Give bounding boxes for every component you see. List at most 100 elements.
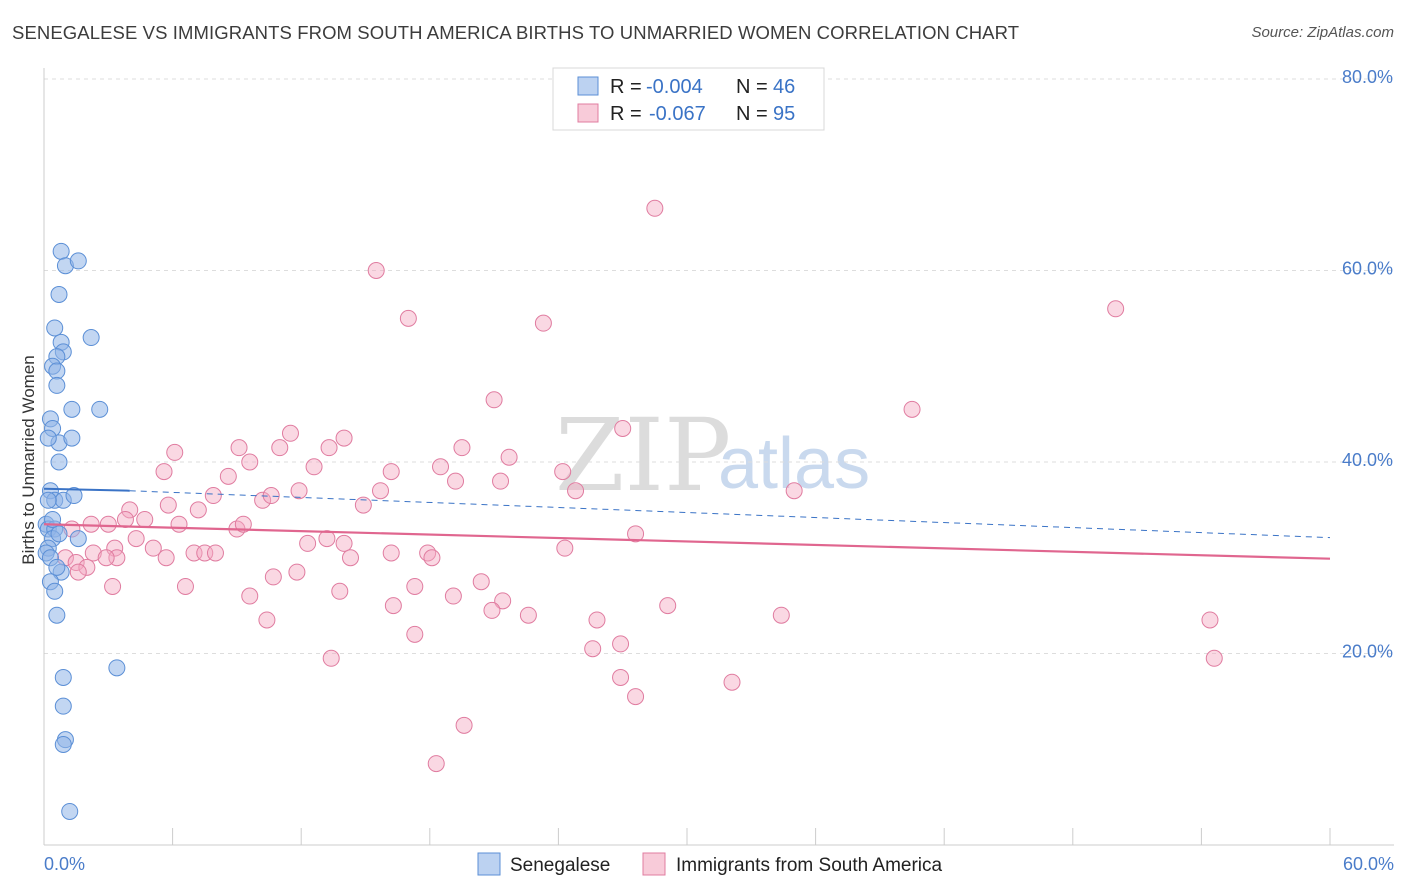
data-point-immigrants bbox=[354, 496, 372, 514]
data-point-immigrants bbox=[455, 716, 473, 734]
data-point-immigrants bbox=[234, 515, 252, 533]
bottom-legend-swatch-immigrants bbox=[642, 852, 666, 876]
trend-line-senegalese bbox=[43, 487, 130, 492]
data-point-immigrants bbox=[176, 577, 194, 595]
data-point-immigrants bbox=[406, 577, 424, 595]
data-point-senegalese bbox=[63, 429, 81, 447]
legend-n-value: 46 bbox=[773, 76, 795, 98]
data-point-immigrants bbox=[136, 510, 154, 528]
data-point-immigrants bbox=[166, 443, 184, 461]
data-point-immigrants bbox=[204, 487, 222, 505]
data-point-immigrants bbox=[472, 573, 490, 591]
data-point-immigrants bbox=[97, 549, 115, 567]
data-point-immigrants bbox=[1205, 649, 1223, 667]
data-point-senegalese bbox=[50, 453, 68, 471]
data-point-senegalese bbox=[39, 429, 57, 447]
legend-r-label: R = bbox=[610, 76, 642, 98]
data-point-senegalese bbox=[91, 400, 109, 418]
data-point-immigrants bbox=[219, 467, 237, 485]
legend-n-value: 95 bbox=[773, 103, 795, 125]
data-point-immigrants bbox=[519, 606, 537, 624]
data-point-senegalese bbox=[48, 558, 66, 576]
chart-title: SENEGALESE VS IMMIGRANTS FROM SOUTH AMER… bbox=[12, 22, 1020, 43]
data-point-immigrants bbox=[627, 688, 645, 706]
watermark-zip: ZIP bbox=[555, 397, 731, 514]
data-point-senegalese bbox=[50, 525, 68, 543]
data-point-immigrants bbox=[157, 549, 175, 567]
bottom-legend: Senegalese Immigrants from South America bbox=[477, 852, 943, 876]
gridlines bbox=[44, 78, 1394, 654]
data-point-senegalese bbox=[54, 668, 72, 686]
data-point-immigrants bbox=[318, 530, 336, 548]
data-point-senegalese bbox=[61, 802, 79, 820]
x-tick-label-min: 0.0% bbox=[44, 854, 85, 874]
y-tick-label: 80.0% bbox=[1342, 67, 1393, 87]
data-point-immigrants bbox=[99, 515, 117, 533]
data-point-immigrants bbox=[335, 429, 353, 447]
data-point-senegalese bbox=[46, 582, 64, 600]
data-point-immigrants bbox=[189, 501, 207, 519]
data-point-immigrants bbox=[399, 309, 417, 327]
data-point-immigrants bbox=[483, 601, 501, 619]
data-point-immigrants bbox=[534, 314, 552, 332]
data-point-immigrants bbox=[1107, 300, 1125, 318]
data-point-immigrants bbox=[772, 606, 790, 624]
data-point-immigrants bbox=[241, 587, 259, 605]
legend-r-value: -0.067 bbox=[649, 103, 706, 125]
data-point-immigrants bbox=[432, 458, 450, 476]
data-point-immigrants bbox=[646, 199, 664, 217]
data-point-immigrants bbox=[372, 482, 390, 500]
data-point-immigrants bbox=[104, 577, 122, 595]
watermark-atlas: atlas bbox=[718, 424, 870, 504]
data-point-immigrants bbox=[612, 635, 630, 653]
data-point-senegalese bbox=[46, 319, 64, 337]
data-point-immigrants bbox=[288, 563, 306, 581]
data-point-senegalese bbox=[63, 400, 81, 418]
data-point-senegalese bbox=[54, 735, 72, 753]
data-point-immigrants bbox=[264, 568, 282, 586]
legend-swatch-immigrants bbox=[577, 103, 599, 123]
data-point-senegalese bbox=[52, 242, 70, 260]
data-point-immigrants bbox=[159, 496, 177, 514]
data-point-immigrants bbox=[305, 458, 323, 476]
data-point-senegalese bbox=[48, 362, 66, 380]
data-point-immigrants bbox=[427, 755, 445, 773]
data-point-senegalese bbox=[65, 487, 83, 505]
legend-swatch-senegalese bbox=[577, 76, 599, 96]
data-point-immigrants bbox=[271, 439, 289, 457]
x-tick-label-max: 60.0% bbox=[1343, 854, 1394, 874]
legend-box: R = -0.004 N = 46 R = -0.067 N = 95 bbox=[552, 67, 825, 131]
series-immigrants-points bbox=[56, 199, 1223, 773]
legend-r-value: -0.004 bbox=[646, 76, 703, 98]
data-point-immigrants bbox=[903, 400, 921, 418]
data-point-immigrants bbox=[384, 597, 402, 615]
data-point-immigrants bbox=[290, 482, 308, 500]
data-point-immigrants bbox=[382, 463, 400, 481]
trend-line-senegalese-extension bbox=[129, 490, 1331, 539]
data-point-immigrants bbox=[627, 525, 645, 543]
data-point-immigrants bbox=[69, 563, 87, 581]
legend-r-label: R = bbox=[610, 103, 642, 125]
data-point-immigrants bbox=[447, 472, 465, 490]
data-point-immigrants bbox=[335, 534, 353, 552]
data-point-immigrants bbox=[1201, 611, 1219, 629]
data-point-immigrants bbox=[144, 539, 162, 557]
trend-lines bbox=[43, 487, 1331, 560]
data-point-immigrants bbox=[382, 544, 400, 562]
data-point-immigrants bbox=[444, 587, 462, 605]
data-point-immigrants bbox=[78, 558, 96, 576]
data-point-immigrants bbox=[588, 611, 606, 629]
data-point-immigrants bbox=[612, 668, 630, 686]
data-point-senegalese bbox=[48, 606, 66, 624]
data-point-immigrants bbox=[241, 453, 259, 471]
data-point-immigrants bbox=[423, 549, 441, 567]
data-point-immigrants bbox=[82, 515, 100, 533]
data-point-immigrants bbox=[331, 582, 349, 600]
bottom-legend-immigrants: Immigrants from South America bbox=[676, 855, 943, 876]
data-point-immigrants bbox=[281, 424, 299, 442]
source-label: Source: ZipAtlas.com bbox=[1251, 24, 1394, 41]
data-point-immigrants bbox=[262, 487, 280, 505]
data-point-immigrants bbox=[614, 419, 632, 437]
data-point-immigrants bbox=[322, 649, 340, 667]
